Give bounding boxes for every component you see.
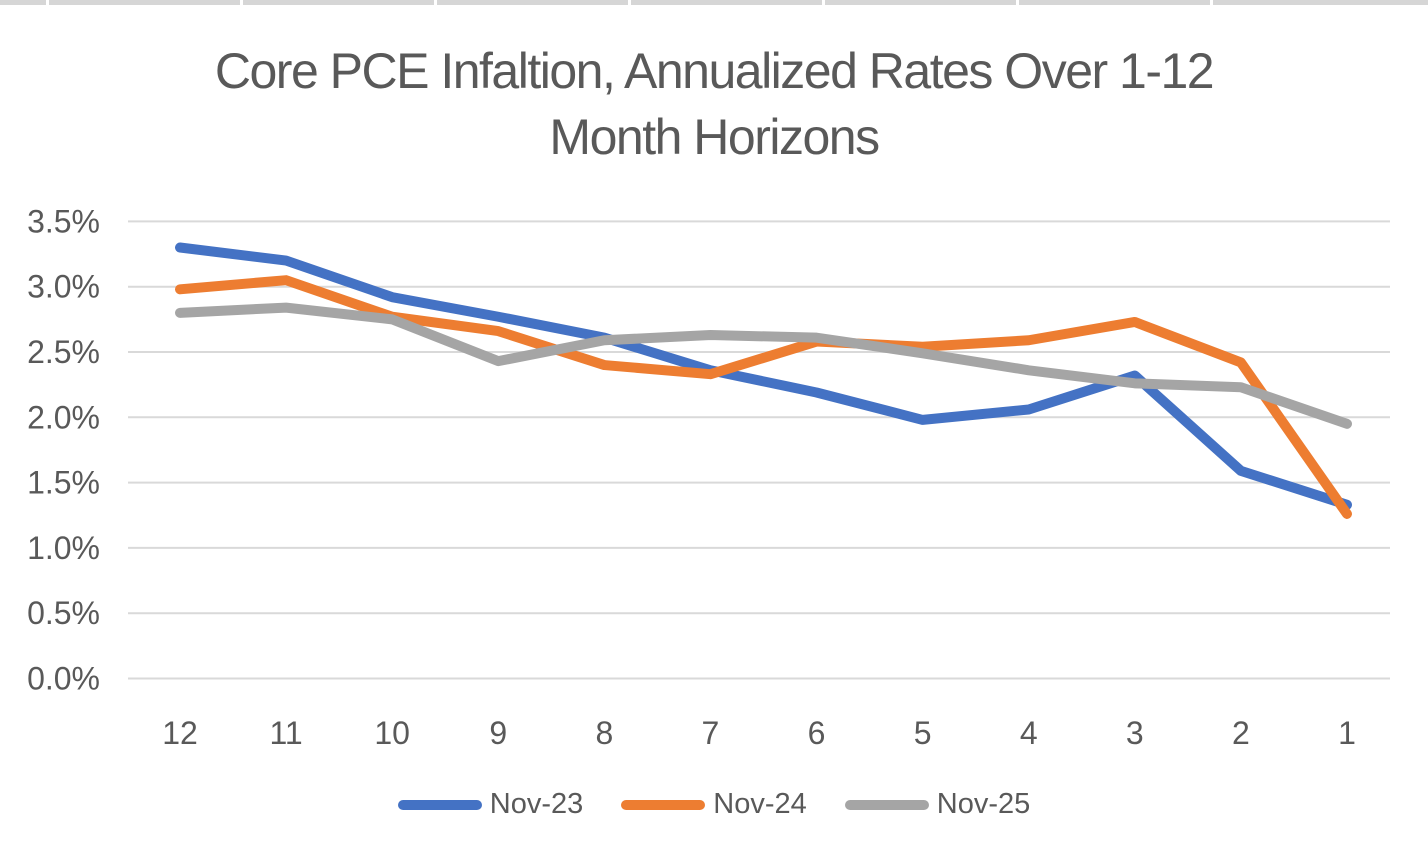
x-axis-tick-label: 8 (595, 715, 613, 751)
x-axis-tick-label: 2 (1232, 715, 1250, 751)
legend-swatch-nov-25 (844, 799, 929, 810)
legend-swatch-nov-23 (397, 799, 482, 810)
x-axis-tick-label: 4 (1020, 715, 1038, 751)
x-axis-tick-label: 12 (162, 715, 198, 751)
x-axis-tick-label: 1 (1338, 715, 1356, 751)
legend-label-nov-24: Nov-24 (713, 788, 807, 820)
legend-swatch-nov-24 (621, 799, 706, 810)
y-axis-tick-label: 1.0% (27, 530, 100, 566)
x-axis-tick-label: 10 (374, 715, 410, 751)
x-axis-tick-label: 5 (914, 715, 932, 751)
y-axis-tick-label: 2.5% (27, 334, 100, 370)
chart-legend: Nov-23 Nov-24 Nov-25 (0, 788, 1428, 821)
series-line-nov-24 (175, 275, 1352, 519)
x-axis-tick-label: 3 (1126, 715, 1144, 751)
y-axis-tick-label: 0.5% (27, 595, 100, 631)
series-line-nov-25 (175, 302, 1352, 429)
y-axis-tick-label: 3.0% (27, 269, 100, 305)
legend-item-nov-25: Nov-25 (844, 788, 1031, 821)
y-axis-tick-label: 2.0% (27, 399, 100, 435)
legend-item-nov-24: Nov-24 (621, 788, 807, 821)
y-axis-tick-label: 1.5% (27, 465, 100, 501)
spreadsheet-cell-strip (0, 0, 1428, 5)
chart-title-line-1: Core PCE Infaltion, Annualized Rates Ove… (214, 43, 1215, 99)
series-line-nov-23 (175, 242, 1352, 510)
x-axis-tick-label: 7 (702, 715, 720, 751)
x-axis-tick-label: 6 (808, 715, 826, 751)
x-axis-tick-label: 11 (269, 715, 302, 751)
y-axis-tick-label: 0.0% (27, 661, 100, 697)
legend-item-nov-23: Nov-23 (397, 788, 584, 821)
chart-title-line-2: Month Horizons (549, 109, 880, 165)
chart-title: Core PCE Infaltion, Annualized Rates Ove… (0, 38, 1428, 170)
x-axis-tick-label: 9 (489, 715, 507, 751)
legend-label-nov-25: Nov-25 (936, 788, 1031, 820)
legend-label-nov-23: Nov-23 (489, 788, 584, 820)
y-axis-tick-label: 3.5% (27, 203, 100, 239)
